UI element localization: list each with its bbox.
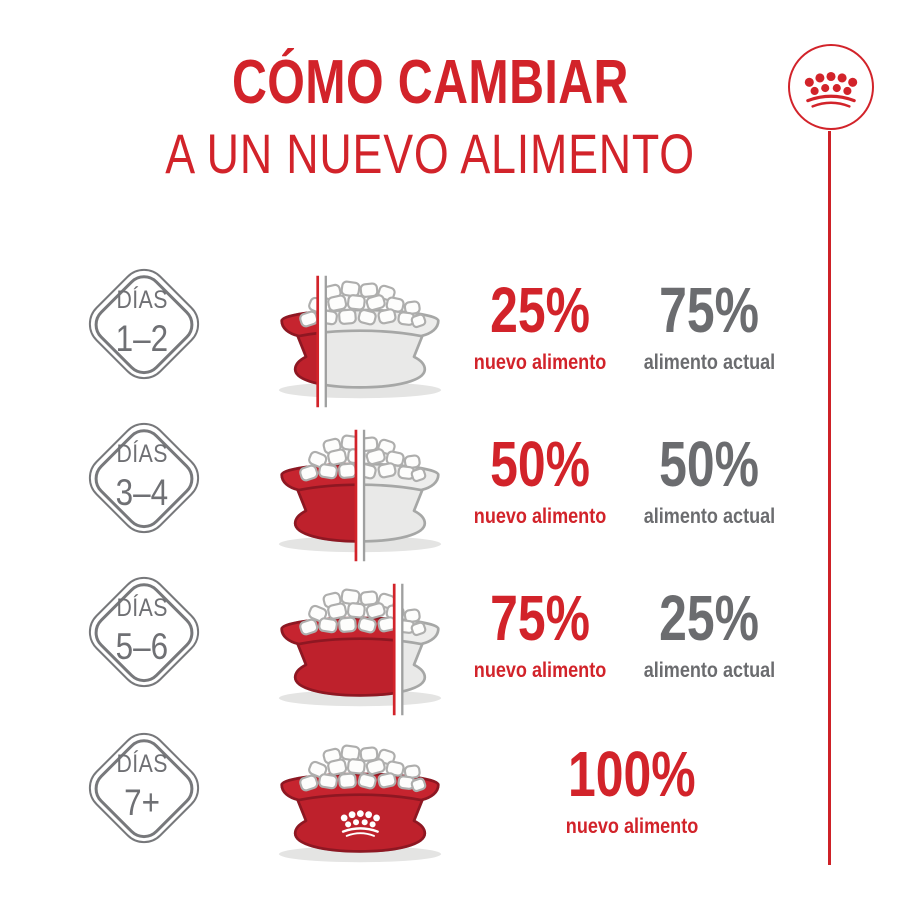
day-badge: DÍAS 3–4 xyxy=(78,412,210,544)
royal-canin-crown-icon xyxy=(804,71,858,109)
current-food-percent: 50% xyxy=(659,428,759,500)
new-food-label: nuevo alimento xyxy=(473,351,607,374)
food-bowl-illustration xyxy=(277,429,443,562)
new-food-block: 75% nuevo alimento xyxy=(458,586,622,681)
new-food-percent: 25% xyxy=(490,274,590,346)
food-bowl-illustration xyxy=(277,743,443,864)
new-food-percent: 75% xyxy=(490,582,590,654)
day-badge-label: DÍAS xyxy=(116,285,168,314)
new-food-label: nuevo alimento xyxy=(473,659,607,682)
new-food-block: 25% nuevo alimento xyxy=(458,278,622,373)
new-food-percent: 100% xyxy=(568,738,696,810)
new-food-label: nuevo alimento xyxy=(565,815,699,838)
transition-step-row: DÍAS 5–6 75% nuevo alimento 25% alimento… xyxy=(0,564,900,716)
food-bowl-illustration xyxy=(277,275,443,408)
current-food-block: 50% alimento actual xyxy=(627,432,791,527)
transition-step-row: DÍAS 3–4 50% nuevo alimento 50% alimento… xyxy=(0,410,900,562)
day-badge-label: DÍAS xyxy=(116,439,168,468)
current-food-block: 75% alimento actual xyxy=(627,278,791,373)
timeline-line xyxy=(828,131,831,865)
new-food-percent: 50% xyxy=(490,428,590,500)
current-food-label: alimento actual xyxy=(643,351,775,374)
day-badge: DÍAS 1–2 xyxy=(78,258,210,390)
transition-step-row: DÍAS 7+ 100% nuevo alimento xyxy=(0,720,900,870)
new-food-block: 100% nuevo alimento xyxy=(530,742,734,837)
title-line1: CÓMO CAMBIAR xyxy=(231,48,629,117)
current-food-label: alimento actual xyxy=(643,505,775,528)
day-badge-days: 1–2 xyxy=(115,317,169,359)
current-food-percent: 75% xyxy=(659,274,759,346)
day-badge-days: 7+ xyxy=(124,781,160,823)
transition-step-row: DÍAS 1–2 25% nuevo alimento 75% alimento… xyxy=(0,256,900,408)
day-badge-label: DÍAS xyxy=(116,593,168,622)
current-food-block: 25% alimento actual xyxy=(627,586,791,681)
new-food-block: 50% nuevo alimento xyxy=(458,432,622,527)
day-badge: DÍAS 5–6 xyxy=(78,566,210,698)
day-badge-days: 5–6 xyxy=(115,625,169,667)
food-bowl-illustration xyxy=(277,583,443,716)
day-badge-label: DÍAS xyxy=(116,749,168,778)
current-food-percent: 25% xyxy=(659,582,759,654)
day-badge-days: 3–4 xyxy=(115,471,169,513)
new-food-label: nuevo alimento xyxy=(473,505,607,528)
brand-logo xyxy=(788,44,874,130)
page-title: CÓMO CAMBIAR A UN NUEVO ALIMENTO xyxy=(0,52,860,182)
current-food-label: alimento actual xyxy=(643,659,775,682)
title-line2: A UN NUEVO ALIMENTO xyxy=(165,122,695,185)
day-badge: DÍAS 7+ xyxy=(78,722,210,854)
